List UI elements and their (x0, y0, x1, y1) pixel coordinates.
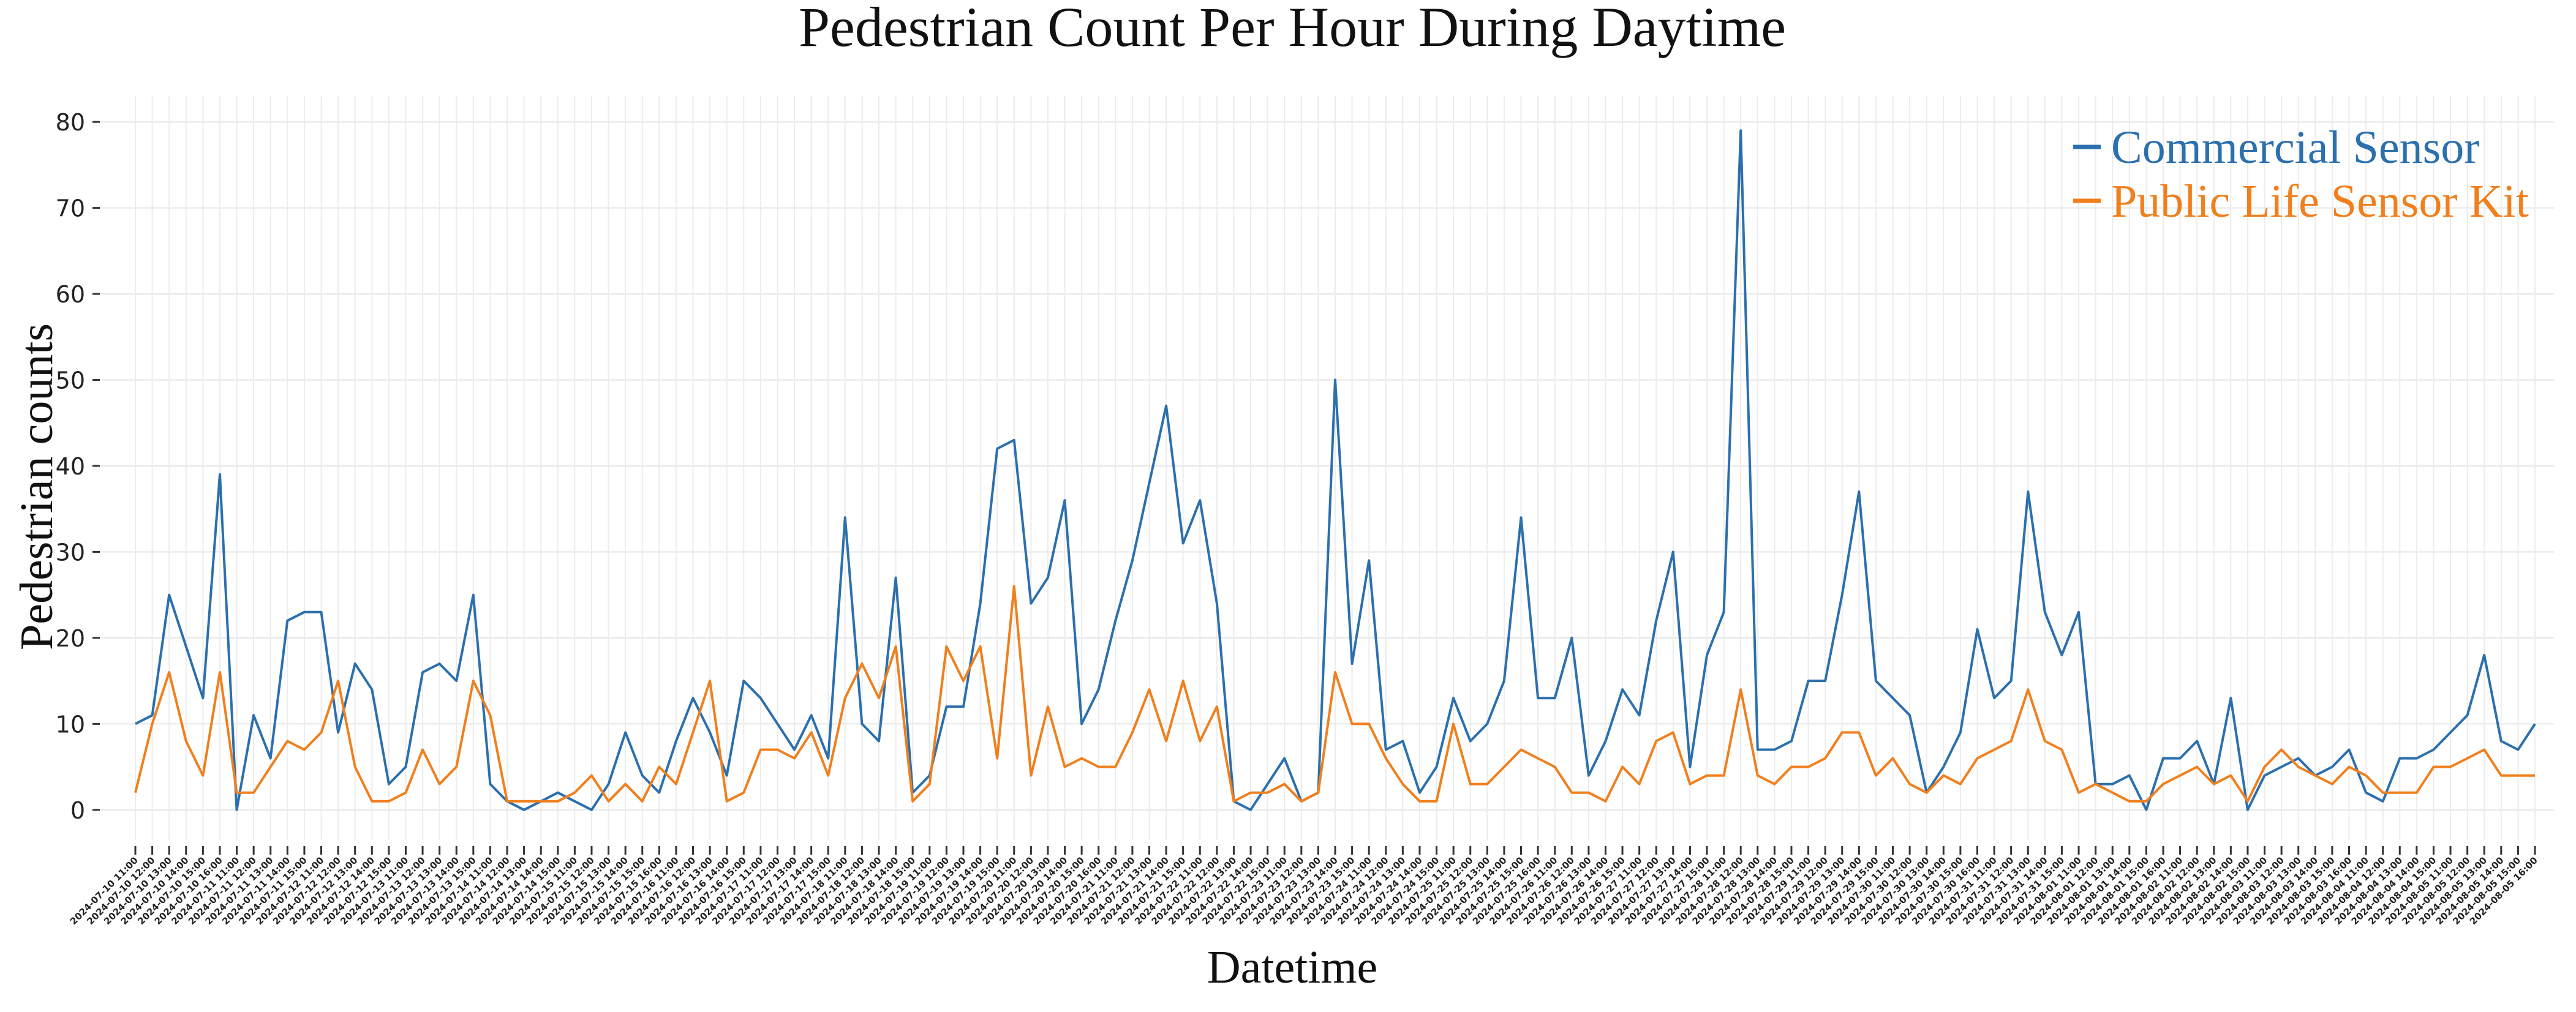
y-tick-label: 80 (56, 109, 85, 136)
data-line (135, 129, 2536, 811)
legend-label: Public Life Sensor Kit (2111, 176, 2529, 227)
x-axis-label: Datetime (1207, 942, 1378, 993)
legend-label: Commercial Sensor (2111, 122, 2480, 173)
y-tick-label: 30 (56, 539, 85, 566)
y-tick-label: 0 (70, 797, 85, 824)
y-tick-label: 40 (56, 453, 85, 480)
y-tick-label: 60 (56, 281, 85, 308)
y-tick-label: 10 (56, 711, 85, 738)
y-axis-label: Pedestrian counts (11, 323, 62, 650)
y-tick-label: 50 (56, 367, 85, 394)
y-tick-label: 70 (56, 195, 85, 222)
y-tick-label: 20 (56, 625, 85, 652)
data-line (134, 585, 2535, 803)
chart-title: Pedestrian Count Per Hour During Daytime (799, 0, 1786, 58)
